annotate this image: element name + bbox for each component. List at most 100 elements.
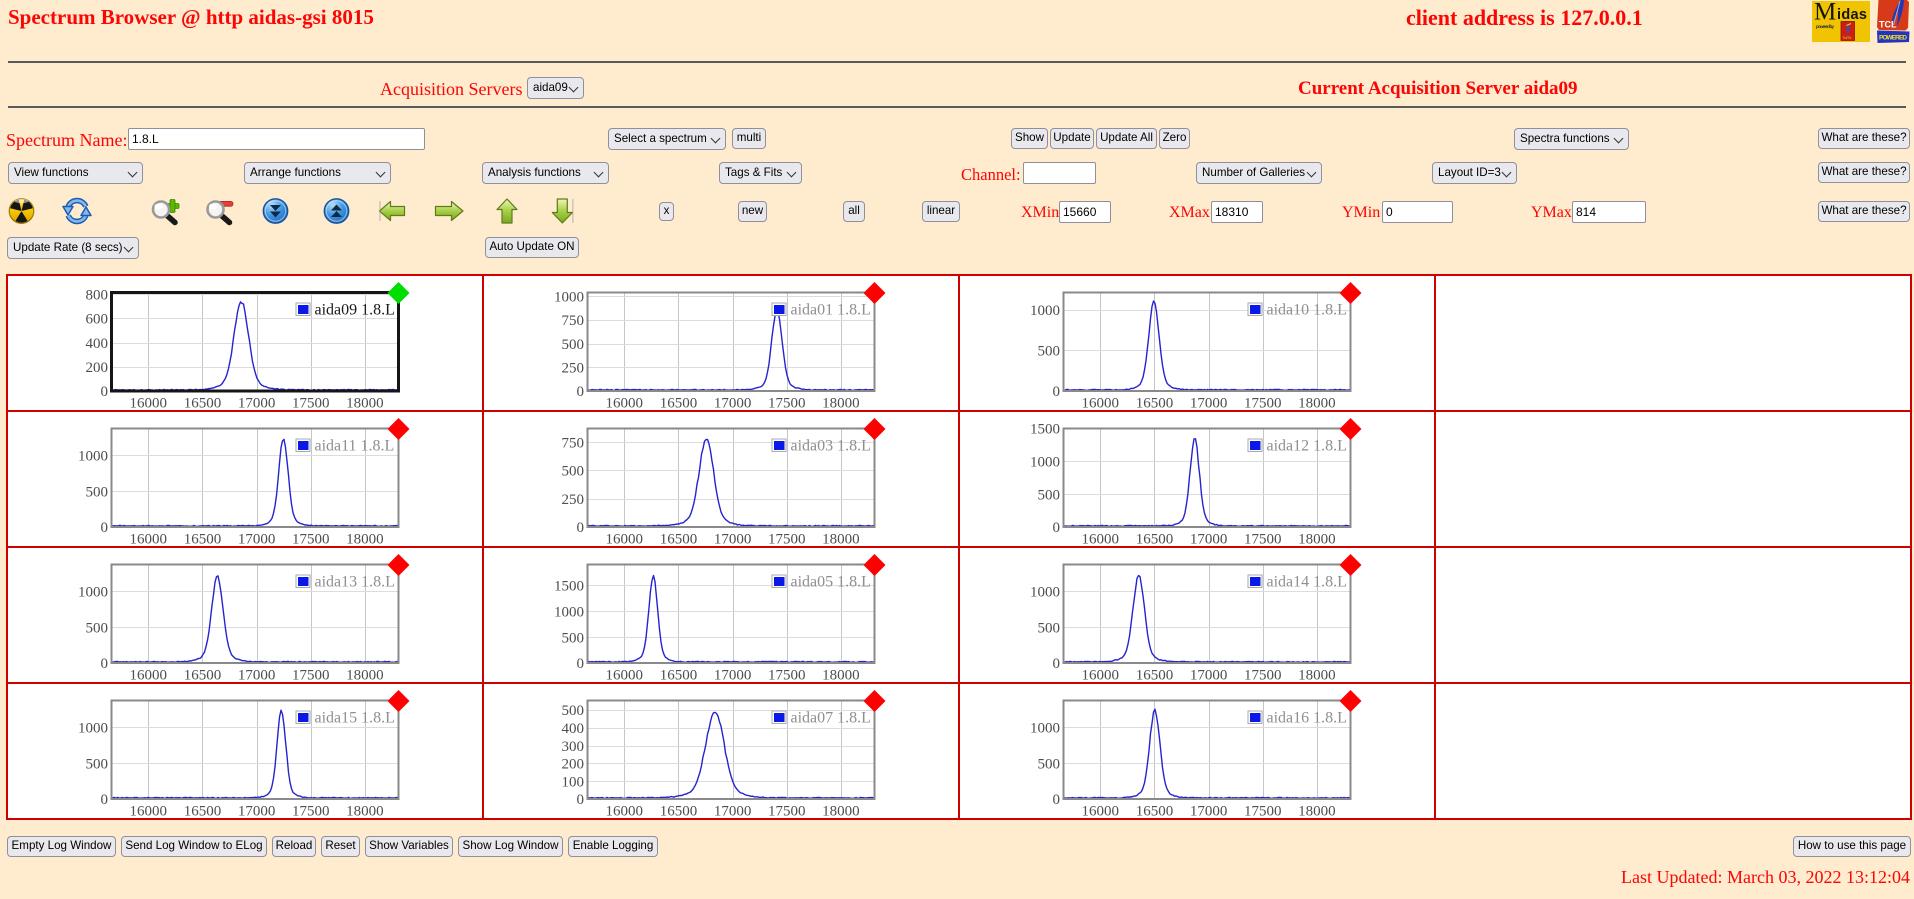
svg-text:500: 500 — [86, 484, 109, 500]
svg-text:idas: idas — [1837, 7, 1867, 23]
svg-text:17500: 17500 — [1244, 532, 1282, 547]
svg-text:500: 500 — [86, 756, 109, 772]
svg-text:aida15 1.8.L: aida15 1.8.L — [315, 710, 395, 727]
svg-text:200: 200 — [562, 757, 585, 773]
svg-text:16500: 16500 — [660, 804, 698, 819]
svg-text:0: 0 — [577, 656, 585, 672]
svg-text:500: 500 — [562, 703, 585, 719]
svg-text:16000: 16000 — [130, 804, 168, 819]
svg-text:1000: 1000 — [78, 584, 108, 600]
svg-text:16000: 16000 — [606, 668, 644, 683]
svg-text:1000: 1000 — [554, 290, 584, 306]
svg-text:aida05 1.8.L: aida05 1.8.L — [791, 574, 871, 591]
svg-text:0: 0 — [1053, 792, 1061, 808]
svg-text:500: 500 — [1038, 487, 1061, 503]
svg-text:500: 500 — [562, 630, 585, 646]
svg-text:0: 0 — [101, 384, 109, 400]
svg-text:16000: 16000 — [130, 396, 168, 411]
svg-text:16500: 16500 — [184, 668, 222, 683]
svg-text:18000: 18000 — [1298, 668, 1336, 683]
svg-text:powered by: powered by — [1816, 24, 1834, 29]
svg-text:17000: 17000 — [238, 396, 276, 411]
svg-text:17500: 17500 — [292, 668, 330, 683]
svg-text:500: 500 — [562, 464, 585, 480]
svg-text:aida07 1.8.L: aida07 1.8.L — [791, 710, 871, 727]
svg-text:aida13 1.8.L: aida13 1.8.L — [315, 574, 395, 591]
svg-text:aida12 1.8.L: aida12 1.8.L — [1267, 438, 1347, 455]
svg-text:aida03 1.8.L: aida03 1.8.L — [791, 438, 871, 455]
svg-text:17000: 17000 — [714, 804, 752, 819]
svg-text:500: 500 — [562, 337, 585, 353]
svg-text:1000: 1000 — [554, 604, 584, 620]
svg-text:0: 0 — [1053, 520, 1061, 536]
svg-text:16000: 16000 — [606, 396, 644, 411]
svg-text:16500: 16500 — [1136, 532, 1174, 547]
svg-text:16000: 16000 — [606, 532, 644, 547]
svg-text:18000: 18000 — [346, 396, 384, 411]
svg-text:1000: 1000 — [78, 448, 108, 464]
svg-text:0: 0 — [101, 656, 109, 672]
svg-text:17000: 17000 — [1190, 668, 1228, 683]
svg-text:16500: 16500 — [660, 396, 698, 411]
svg-text:18000: 18000 — [1298, 396, 1336, 411]
svg-text:1000: 1000 — [1030, 455, 1060, 471]
svg-text:16000: 16000 — [1082, 804, 1120, 819]
svg-text:16000: 16000 — [130, 532, 168, 547]
svg-text:16500: 16500 — [1136, 396, 1174, 411]
svg-text:16500: 16500 — [1136, 668, 1174, 683]
svg-text:16000: 16000 — [1082, 532, 1120, 547]
svg-text:18000: 18000 — [346, 804, 384, 819]
svg-text:aida16 1.8.L: aida16 1.8.L — [1267, 710, 1347, 727]
svg-text:17000: 17000 — [238, 532, 276, 547]
svg-text:17000: 17000 — [714, 668, 752, 683]
svg-text:POWERED: POWERED — [1879, 35, 1907, 42]
svg-text:0: 0 — [577, 384, 585, 400]
svg-text:400: 400 — [562, 721, 585, 737]
svg-text:18000: 18000 — [822, 532, 860, 547]
svg-text:250: 250 — [562, 361, 585, 377]
svg-text:16500: 16500 — [660, 668, 698, 683]
svg-text:17500: 17500 — [1244, 396, 1282, 411]
svg-text:17000: 17000 — [238, 668, 276, 683]
svg-text:aida11 1.8.L: aida11 1.8.L — [315, 438, 395, 455]
svg-text:17000: 17000 — [714, 532, 752, 547]
svg-text:16000: 16000 — [1082, 668, 1120, 683]
svg-text:18000: 18000 — [822, 804, 860, 819]
svg-text:TCL: TCL — [1879, 20, 1897, 30]
svg-text:17000: 17000 — [238, 804, 276, 819]
svg-text:aida10 1.8.L: aida10 1.8.L — [1267, 302, 1347, 319]
svg-text:1000: 1000 — [78, 720, 108, 736]
svg-text:0: 0 — [577, 792, 585, 808]
svg-text:16500: 16500 — [184, 396, 222, 411]
svg-text:0: 0 — [101, 520, 109, 536]
svg-text:17500: 17500 — [1244, 804, 1282, 819]
svg-text:18000: 18000 — [1298, 804, 1336, 819]
svg-text:400: 400 — [86, 336, 109, 352]
svg-text:17500: 17500 — [768, 396, 806, 411]
svg-text:200: 200 — [86, 360, 109, 376]
svg-text:1500: 1500 — [1030, 422, 1060, 438]
svg-text:Tcl/Tk: Tcl/Tk — [1843, 36, 1852, 40]
svg-text:16500: 16500 — [184, 532, 222, 547]
svg-text:aida01 1.8.L: aida01 1.8.L — [791, 302, 871, 319]
svg-text:aida09 1.8.L: aida09 1.8.L — [315, 302, 395, 319]
svg-text:17500: 17500 — [292, 396, 330, 411]
svg-text:600: 600 — [86, 312, 109, 328]
svg-text:17500: 17500 — [768, 668, 806, 683]
svg-text:16000: 16000 — [130, 668, 168, 683]
svg-text:18000: 18000 — [1298, 532, 1336, 547]
svg-text:16000: 16000 — [1082, 396, 1120, 411]
svg-text:16500: 16500 — [1136, 804, 1174, 819]
svg-text:0: 0 — [1053, 384, 1061, 400]
svg-text:18000: 18000 — [822, 396, 860, 411]
svg-text:17000: 17000 — [714, 396, 752, 411]
svg-text:16500: 16500 — [184, 804, 222, 819]
svg-text:500: 500 — [1038, 756, 1061, 772]
svg-text:1000: 1000 — [1030, 584, 1060, 600]
svg-text:0: 0 — [577, 520, 585, 536]
svg-text:500: 500 — [1038, 620, 1061, 636]
svg-text:17000: 17000 — [1190, 532, 1228, 547]
svg-text:18000: 18000 — [346, 532, 384, 547]
svg-text:16500: 16500 — [660, 532, 698, 547]
svg-text:17500: 17500 — [768, 532, 806, 547]
